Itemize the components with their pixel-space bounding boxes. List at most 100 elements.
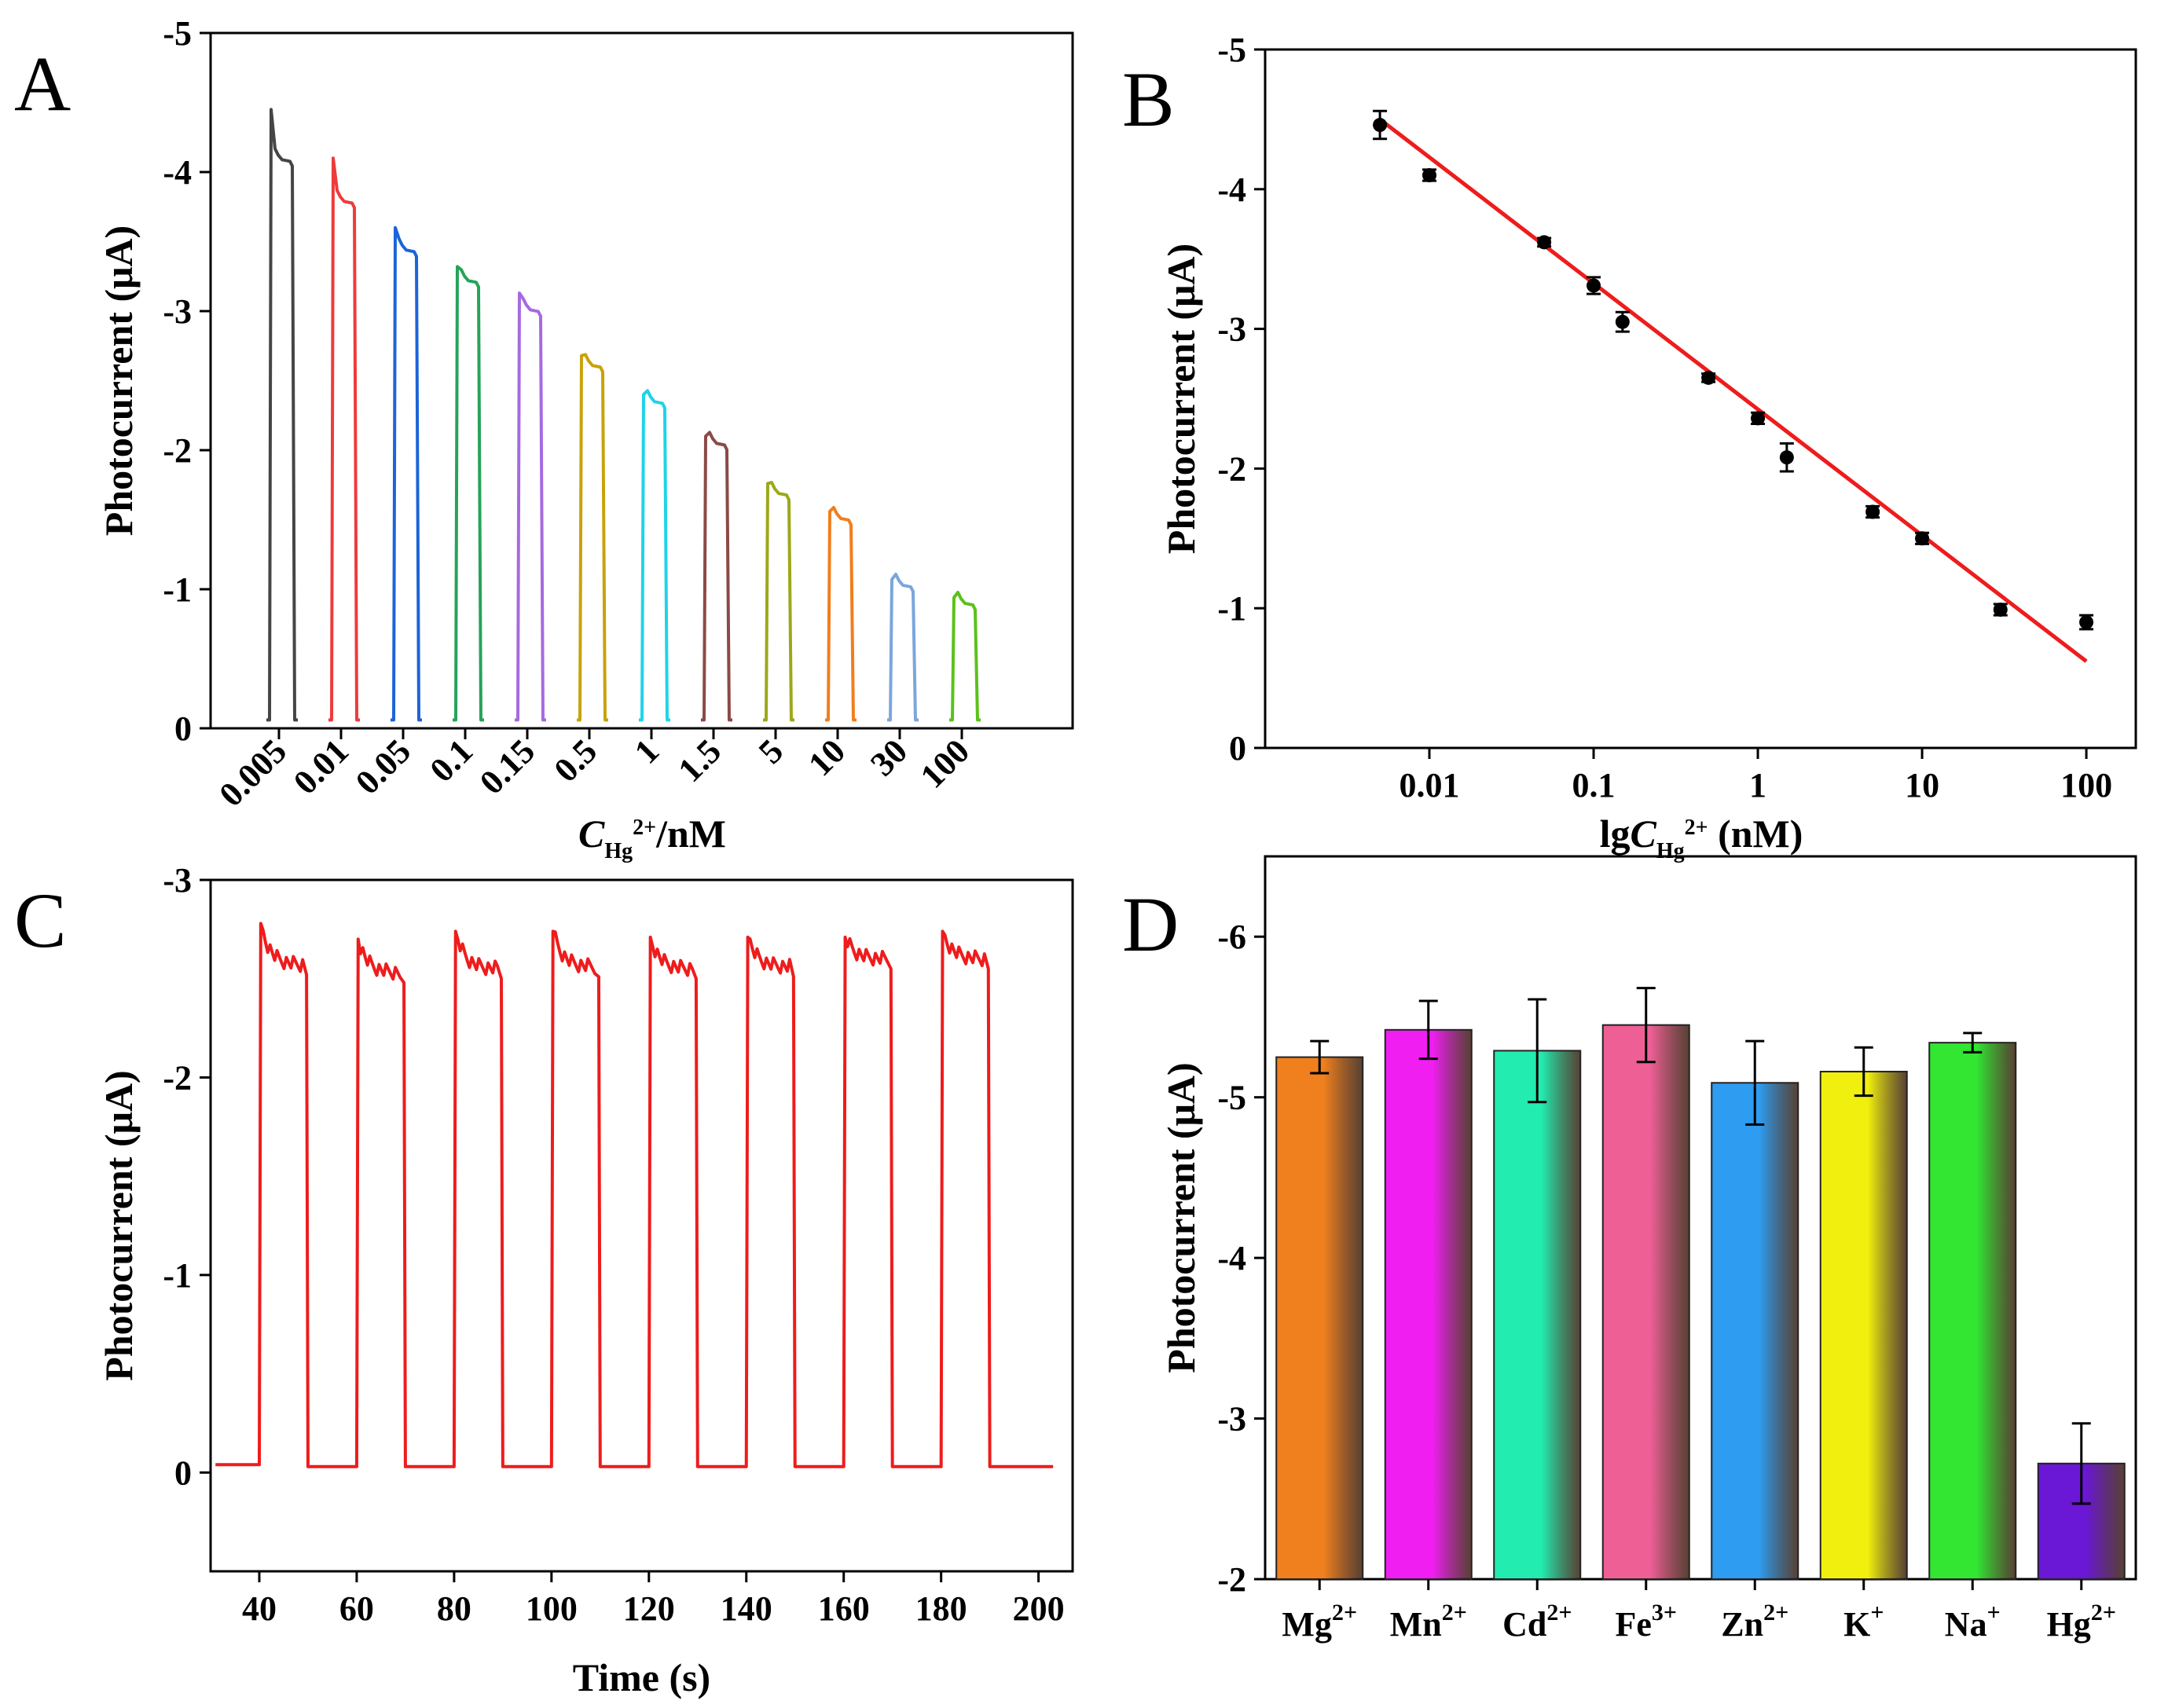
panel-b-x-tick-label: 0.01	[1399, 766, 1460, 805]
panel-a-chart: 0 -1 -2 -3 -4 -5 Photocurrent (μA) 0.0050.010.0…	[97, 14, 1074, 863]
panel-a-x-label: CHg2+/nM	[578, 812, 726, 863]
panel-a-pulse-2	[391, 225, 422, 722]
panel-a-frame	[209, 31, 1074, 730]
panel-d-bar	[1819, 1070, 1908, 1580]
panel-b-point	[1615, 314, 1630, 329]
panel-a-y-tick-label: -1	[163, 570, 192, 609]
panel-d-x-tick-sup: 2+	[1442, 1600, 1467, 1626]
panel-b-x-tick-label: 100	[2060, 766, 2112, 805]
panel-a-x-tick-label: 5	[751, 731, 791, 771]
panel-a-y-tick-label: -3	[163, 292, 192, 331]
panel-d-x-tick-base: Mn	[1390, 1605, 1442, 1644]
panel-a-x-tick-label: 0.15	[472, 731, 542, 801]
panel-d-y-tick-label: -4	[1217, 1239, 1246, 1277]
panel-a-pulse-11	[949, 590, 981, 722]
panel-a-y-tick-label: -4	[163, 153, 192, 192]
panel-a-pulse-7	[701, 431, 732, 722]
panel-d-x-tick-label: Cd2+	[1502, 1600, 1572, 1644]
panel-a-x-tick-label: 10	[801, 731, 853, 783]
panel-b-y-tick-label: -2	[1217, 449, 1246, 488]
panel-c-y-tick-label: 0	[174, 1453, 192, 1492]
panel-a-x-tick-label: 0.05	[348, 731, 418, 801]
panel-b-x-label: lgCHg2+ (nM)	[1600, 812, 1803, 863]
panel-b-point	[1993, 602, 2008, 617]
panel-b-x-tick-label: 10	[1905, 766, 1939, 805]
panel-a-x-tick-label: 0.01	[286, 731, 356, 801]
panel-a-pulse-3	[453, 265, 484, 722]
panel-b-y-tick-label: 0	[1229, 729, 1246, 768]
panel-d-x-tick-sup: +	[1870, 1600, 1884, 1626]
panel-c-frame	[209, 878, 1074, 1573]
panel-d-x-tick-label: Mg2+	[1282, 1600, 1357, 1644]
panel-d-x-tick-sup: 3+	[1652, 1600, 1677, 1626]
panel-d-x-tick-base: K	[1843, 1605, 1870, 1644]
panel-a-x-tick-label: 0.005	[211, 731, 294, 814]
panel-c-x-tick-label: 180	[915, 1589, 967, 1628]
panel-b-point	[1865, 504, 1880, 519]
panel-d-x-tick-sup: 2+	[1332, 1600, 1357, 1626]
panel-d-x-tick-sup: 2+	[1546, 1600, 1572, 1626]
panel-d-x-tick-base: Na	[1945, 1605, 1987, 1644]
panel-a-x-label-suffix: /nM	[655, 812, 726, 856]
panel-d-x-tick-base: Mg	[1282, 1605, 1332, 1644]
panel-a-pulse-10	[887, 572, 919, 722]
panel-d-bar	[1384, 1028, 1473, 1581]
panel-b-x-label-italic: C	[1630, 812, 1656, 856]
panel-a-x-tick-label: 1	[627, 731, 666, 771]
panel-a-pulse-1	[328, 156, 360, 722]
panel-d-x-tick-sup: 2+	[1763, 1600, 1788, 1626]
panel-c-x-tick-label: 160	[818, 1589, 870, 1628]
panel-d-x-tick-base: Cd	[1502, 1605, 1546, 1644]
panel-d-bar	[1493, 1050, 1582, 1580]
panel-c-trace	[215, 922, 1054, 1468]
panel-a-y-tick-label: -2	[163, 431, 192, 470]
panel-label-d: D	[1122, 881, 1179, 968]
panel-d-y-tick-label: -3	[1217, 1400, 1246, 1439]
panel-d-x-tick-label: K+	[1843, 1600, 1884, 1644]
panel-a-pulse-0	[266, 108, 298, 722]
panel-d-bar	[1928, 1042, 2017, 1580]
panel-d-x-tick-label: Hg2+	[2047, 1600, 2116, 1644]
panel-d-x-tick-base: Hg	[2047, 1605, 2091, 1644]
panel-c-x-tick-label: 40	[242, 1589, 277, 1628]
panel-a-y-tick-label: -5	[163, 14, 192, 53]
panel-b-point	[1751, 411, 1766, 426]
panel-b-x-label-sup: 2+	[1685, 816, 1708, 840]
panel-d-x-tick-sup: +	[1987, 1600, 2001, 1626]
panel-a-x-label-main: C	[578, 812, 605, 856]
panel-b-y-tick-label: -5	[1217, 31, 1246, 69]
panel-b-y-tick-label: -1	[1217, 589, 1246, 628]
panel-a-x-tick-label: 30	[863, 731, 915, 783]
panel-d-x-tick-label: Zn2+	[1721, 1600, 1788, 1644]
panel-b-y-tick-label: -4	[1217, 170, 1246, 209]
panel-b-point	[2079, 614, 2094, 629]
panel-c-x-tick-label: 80	[437, 1589, 471, 1628]
panel-d-y-tick-label: -6	[1217, 918, 1246, 956]
panel-a-pulse-6	[639, 389, 670, 722]
panel-b-y-label: Photocurrent (μA)	[1159, 244, 1203, 554]
panel-label-b: B	[1122, 56, 1175, 143]
panel-c-y-tick-label: -1	[163, 1256, 192, 1295]
panel-b-point	[1373, 118, 1388, 133]
panel-b-x-label-sub: Hg	[1656, 839, 1685, 863]
panel-a-pulse-8	[763, 481, 794, 722]
panel-d-x-tick-label: Fe3+	[1615, 1600, 1677, 1644]
panel-b-point	[1537, 235, 1552, 250]
panel-d-x-tick-base: Zn	[1721, 1605, 1763, 1644]
panel-b-point	[1779, 450, 1794, 465]
panel-d-y-tick-label: -5	[1217, 1079, 1246, 1117]
panel-a-y-label: Photocurrent (μA)	[97, 225, 141, 536]
panel-a-pulse-9	[825, 505, 857, 722]
panel-c-x-tick-label: 60	[339, 1589, 374, 1628]
panel-a-x-tick-label: 100	[913, 731, 977, 795]
panel-c-chart: 0 -1 -2 -3 40 60 80 100 120 140 160 180 200 Photocurr…	[97, 861, 1074, 1699]
panel-b-point	[1915, 531, 1930, 546]
panel-b-point	[1422, 168, 1437, 183]
panel-b-x-label-main: lg	[1600, 812, 1631, 856]
panel-b-frame	[1264, 48, 2137, 750]
panel-a-x-label-sub: Hg	[604, 839, 633, 863]
panel-c-x-tick-label: 140	[721, 1589, 772, 1628]
panel-b-chart: 0 -1 -2 -3 -4 -5 0.01 0.1 1 10 100 Photocurrent (μA…	[1159, 31, 2137, 863]
